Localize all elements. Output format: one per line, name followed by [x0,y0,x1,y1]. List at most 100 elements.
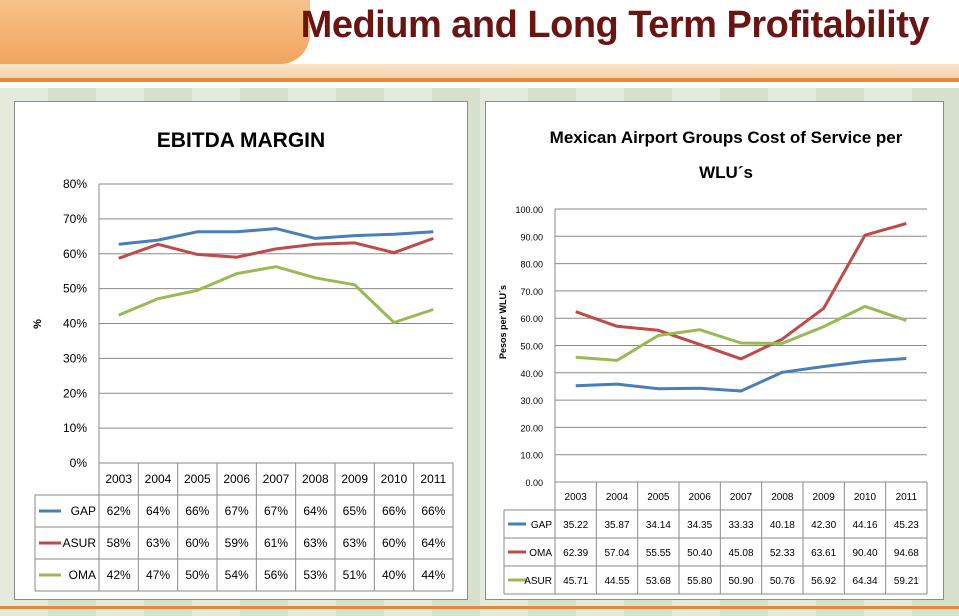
data-label: 55.55 [646,548,671,559]
y-tick-label: 40% [63,317,87,331]
data-label: 60% [382,536,406,550]
data-label: 64.34 [852,576,877,587]
chart-title: EBITDA MARGIN [157,129,325,152]
x-tick-label: 2010 [854,492,877,503]
y-tick-label: 50% [63,282,87,296]
data-label: 56.92 [811,576,836,587]
y-tick-label: 20.00 [520,423,543,433]
y-tick-label: 10.00 [520,451,543,461]
x-tick-label: 2005 [647,492,670,503]
legend-label: ASUR [63,536,97,550]
data-label: 66% [382,504,406,518]
header-band [0,64,959,78]
data-label: 53% [303,568,327,582]
data-label: 44.55 [604,576,629,587]
x-tick-label: 2006 [223,472,250,486]
data-label: 60% [185,536,209,550]
y-tick-label: 50.00 [520,342,543,352]
x-tick-label: 2006 [689,492,712,503]
data-label: 55.80 [687,576,712,587]
y-tick-label: 80% [63,177,87,191]
data-label: 35.87 [604,520,629,531]
legend-label: GAP [531,520,552,531]
data-label: 42% [107,568,131,582]
x-tick-label: 2004 [145,472,172,486]
data-label: 42.30 [811,520,836,531]
data-label: 45.08 [728,548,753,559]
data-label: 35.22 [563,520,588,531]
data-label: 59% [225,536,249,550]
legend-label: ASUR [524,576,552,587]
data-label: 59.21 [894,576,919,587]
data-label: 40% [382,568,406,582]
data-label: 66% [185,504,209,518]
data-label: 45.71 [563,576,588,587]
chart-title-line-2: WLU´s [699,163,753,182]
footer-divider [0,606,959,609]
data-label: 40.18 [770,520,795,531]
series-line-oma [118,265,434,324]
series-line-asur [118,236,434,260]
y-axis-label: % [32,319,44,329]
x-tick-label: 2003 [105,472,132,486]
legend-label: OMA [529,548,552,559]
data-label: 53.68 [646,576,671,587]
data-label: 64% [303,504,327,518]
data-label: 63.61 [811,548,836,559]
series-line-gap [118,227,434,246]
y-tick-label: 40.00 [520,369,543,379]
data-label: 67% [225,504,249,518]
x-tick-label: 2008 [771,492,794,503]
data-label: 94.68 [894,548,919,559]
data-label: 65% [343,504,367,518]
data-label: 34.35 [687,520,712,531]
y-axis-label: Pesos per WLU´s [498,285,508,359]
header-divider [0,78,959,82]
data-label: 50.90 [728,576,753,587]
series-line-oma [575,222,907,361]
data-label: 58% [107,536,131,550]
data-label: 50.76 [770,576,795,587]
data-label: 54% [225,568,249,582]
x-tick-label: 2011 [420,472,446,486]
x-tick-label: 2008 [302,472,329,486]
x-tick-label: 2009 [813,492,836,503]
x-tick-label: 2003 [565,492,588,503]
data-label: 64% [421,536,445,550]
legend-label: OMA [69,568,96,582]
data-label: 66% [421,504,445,518]
x-tick-label: 2010 [381,472,408,486]
data-label: 63% [146,536,170,550]
data-label: 44% [421,568,445,582]
data-label: 50% [185,568,209,582]
y-tick-label: 100.00 [515,205,543,215]
data-label: 61% [264,536,288,550]
y-tick-label: 0% [70,456,88,470]
ebitda-chart-svg: EBITDA MARGIN % 0% 10% 20% 30% 40% 50% 60% 70% 8… [32,129,454,592]
x-tick-label: 2007 [263,472,290,486]
data-label: 56% [264,568,288,582]
x-tick-label: 2011 [896,492,918,503]
data-label: 63% [343,536,367,550]
ebitda-margin-chart: EBITDA MARGIN % 0% 10% 20% 30% 40% 50% 60% 70% 8… [14,101,468,600]
header-accent-tab [0,0,310,64]
y-tick-label: 60% [63,247,87,261]
page-title: Medium and Long Term Profitability [300,4,930,46]
data-label: 62.39 [563,548,588,559]
y-tick-label: 0.00 [525,478,543,488]
y-tick-label: 70.00 [520,287,543,297]
data-label: 51% [343,568,367,582]
chart-title-line-1: Mexican Airport Groups Cost of Service p… [550,128,903,147]
cost-of-service-chart: Mexican Airport Groups Cost of Service p… [485,101,944,600]
data-label: 50.40 [687,548,712,559]
data-label: 34.14 [646,520,671,531]
x-tick-label: 2007 [730,492,753,503]
y-tick-label: 10% [63,421,87,435]
data-label: 57.04 [604,548,629,559]
data-label: 64% [146,504,170,518]
data-label: 47% [146,568,170,582]
series-line-gap [575,357,907,393]
x-tick-label: 2004 [606,492,629,503]
legend-label: GAP [71,504,96,518]
y-tick-label: 20% [63,386,87,400]
